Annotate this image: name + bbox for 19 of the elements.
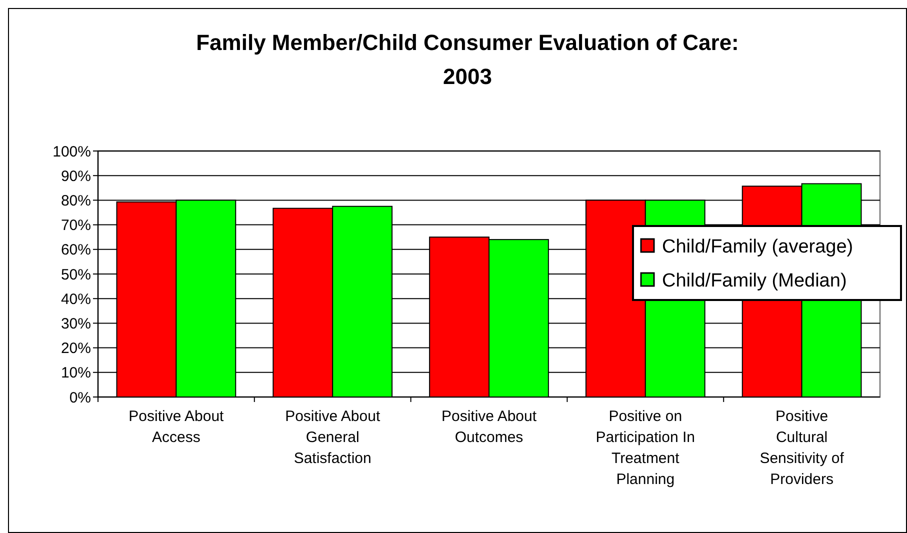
y-tick-label: 20% (60, 340, 91, 358)
y-tick-label: 60% (60, 242, 91, 259)
y-tick-label: 100% (52, 143, 91, 160)
x-tick-label: Positive About Access (128, 408, 225, 446)
legend-label: Child/Family (average) (662, 236, 854, 258)
y-tick-label: 0% (69, 389, 91, 406)
x-tick-label: Positive Cultural Sensitivity of Providers (760, 408, 845, 488)
chart-title: Family Member/Child Consumer Evaluation of Care: 2003 (196, 30, 739, 89)
y-tick-label: 50% (60, 266, 91, 284)
y-tick-label: 40% (60, 290, 91, 308)
y-tick-label: 10% (60, 364, 91, 382)
x-tick-label: Positive About Outcomes (441, 408, 538, 446)
x-tick-label: Positive on Participation In Treatment Planning (596, 408, 696, 488)
y-tick-label: 30% (60, 315, 91, 332)
y-tick-label: 90% (60, 168, 91, 185)
y-tick-label: 70% (60, 217, 91, 234)
y-tick-label: 80% (60, 192, 91, 210)
x-tick-label: Positive About General Satisfaction (285, 408, 381, 467)
legend-label: Child/Family (Median) (662, 270, 847, 292)
